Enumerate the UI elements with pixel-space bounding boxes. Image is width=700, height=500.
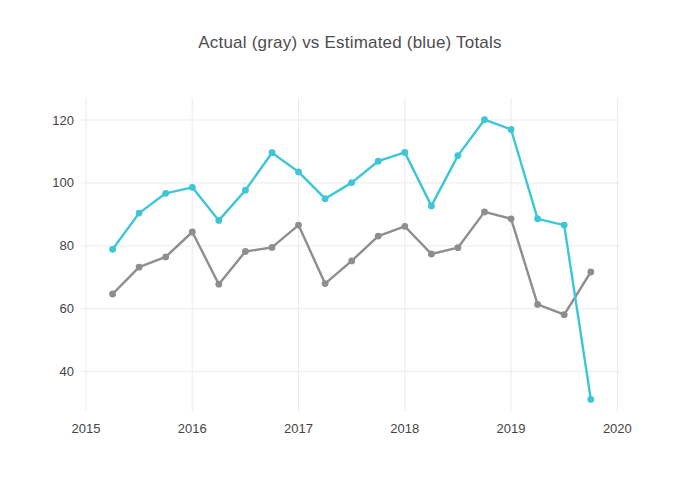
data-point-estimated[interactable] <box>189 184 196 191</box>
data-point-actual[interactable] <box>534 301 541 308</box>
y-tick-label: 120 <box>52 113 74 128</box>
data-point-estimated[interactable] <box>375 158 382 165</box>
data-point-actual[interactable] <box>428 251 435 258</box>
data-point-actual[interactable] <box>215 281 222 288</box>
data-point-actual[interactable] <box>295 222 302 229</box>
data-point-actual[interactable] <box>561 311 568 318</box>
chart-figure: Actual (gray) vs Estimated (blue) Totals… <box>0 0 700 500</box>
data-point-estimated[interactable] <box>481 116 488 123</box>
data-point-actual[interactable] <box>189 229 196 236</box>
data-point-estimated[interactable] <box>109 246 116 253</box>
data-point-estimated[interactable] <box>348 179 355 186</box>
x-tick-label: 2018 <box>390 421 419 436</box>
data-point-actual[interactable] <box>136 264 143 271</box>
data-point-estimated[interactable] <box>508 126 515 133</box>
y-tick-label: 60 <box>60 301 74 316</box>
y-tick-label: 40 <box>60 364 74 379</box>
data-point-estimated[interactable] <box>215 217 222 224</box>
data-point-actual[interactable] <box>375 233 382 240</box>
x-tick-label: 2019 <box>497 421 526 436</box>
data-point-estimated[interactable] <box>162 190 169 197</box>
data-point-actual[interactable] <box>508 215 515 222</box>
x-tick-label: 2020 <box>603 421 632 436</box>
data-point-estimated[interactable] <box>322 195 329 202</box>
data-point-actual[interactable] <box>109 291 116 298</box>
data-point-actual[interactable] <box>348 258 355 265</box>
data-point-estimated[interactable] <box>561 222 568 229</box>
data-point-actual[interactable] <box>269 244 276 251</box>
data-point-estimated[interactable] <box>269 149 276 156</box>
data-point-actual[interactable] <box>162 254 169 261</box>
data-point-estimated[interactable] <box>295 169 302 176</box>
x-tick-label: 2016 <box>178 421 207 436</box>
data-point-estimated[interactable] <box>242 187 249 194</box>
y-tick-label: 80 <box>60 238 74 253</box>
x-tick-label: 2015 <box>72 421 101 436</box>
chart-canvas[interactable]: 2015 2016 2017 2018 2019 2020 40 60 80 100 120 <box>0 0 700 500</box>
data-point-actual[interactable] <box>401 223 408 230</box>
data-point-estimated[interactable] <box>401 149 408 156</box>
data-point-estimated[interactable] <box>587 396 594 403</box>
data-point-estimated[interactable] <box>534 215 541 222</box>
data-point-actual[interactable] <box>587 269 594 276</box>
data-point-estimated[interactable] <box>455 152 462 159</box>
data-point-actual[interactable] <box>455 244 462 251</box>
data-point-actual[interactable] <box>481 209 488 216</box>
y-tick-label: 100 <box>52 175 74 190</box>
data-point-actual[interactable] <box>242 248 249 255</box>
data-point-estimated[interactable] <box>136 210 143 217</box>
data-point-actual[interactable] <box>322 280 329 287</box>
data-point-estimated[interactable] <box>428 203 435 210</box>
x-tick-label: 2017 <box>284 421 313 436</box>
